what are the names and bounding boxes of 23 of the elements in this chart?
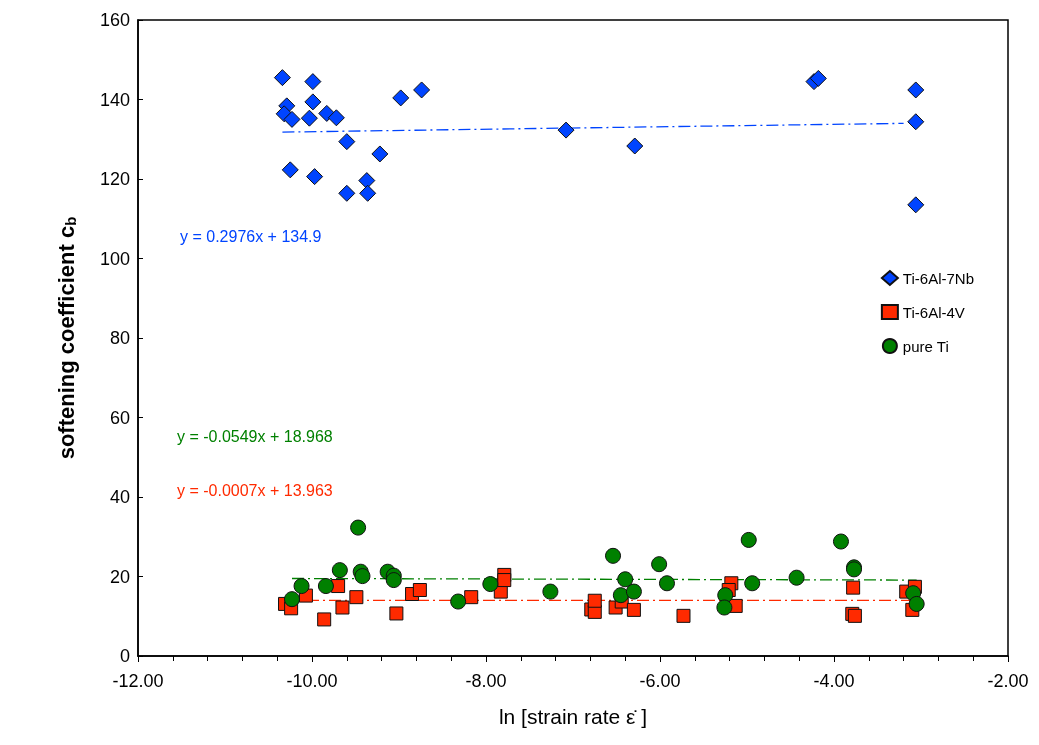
y-tick-label: 0	[119, 646, 130, 666]
annotation: y = -0.0549x + 18.968	[177, 427, 333, 445]
x-tick-label: -12.00	[112, 671, 164, 691]
x-axis-title: ln [strain rate ε̇ ]	[498, 705, 648, 728]
legend-label: Ti-6Al-7Nb	[902, 269, 975, 287]
y-tick-label: 20	[109, 566, 130, 587]
annotation: y = 0.2976x + 134.9	[180, 227, 322, 245]
x-tick-label: -2.00	[987, 671, 1029, 691]
y-tick-label: 160	[99, 10, 130, 30]
legend-label: pure Ti	[902, 337, 949, 355]
annotation: y = -0.0007x + 13.963	[177, 481, 333, 499]
x-tick-label: -6.00	[639, 671, 681, 691]
y-tick-label: 140	[99, 89, 130, 110]
y-tick-label: 100	[99, 248, 130, 269]
y-tick-label: 80	[109, 328, 130, 348]
x-tick-label: -4.00	[813, 671, 855, 691]
y-tick-label: 60	[109, 407, 130, 428]
y-axis-title: softening coefficient cb	[54, 216, 79, 460]
legend-label: Ti-6Al-4V	[902, 303, 965, 321]
y-tick-label: 120	[99, 169, 130, 189]
x-tick-label: -10.00	[286, 671, 338, 691]
y-tick-label: 40	[109, 487, 130, 507]
x-tick-label: -8.00	[465, 671, 507, 691]
